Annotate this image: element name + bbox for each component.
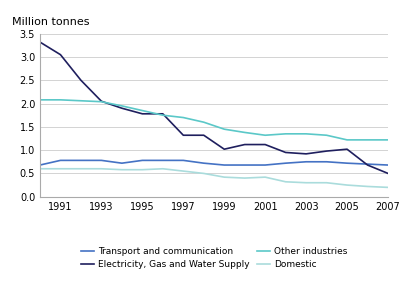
- Line: Domestic: Domestic: [40, 169, 388, 187]
- Electricity, Gas and Water Supply: [160, 112, 165, 115]
- Other industries: [345, 138, 350, 142]
- Domestic: [365, 185, 370, 188]
- Transport and communication: [140, 159, 145, 162]
- Transport and communication: [201, 162, 206, 165]
- Transport and communication: [263, 163, 268, 167]
- Electricity, Gas and Water Supply: [345, 148, 350, 151]
- Transport and communication: [242, 163, 247, 167]
- Domestic: [201, 172, 206, 175]
- Domestic: [181, 169, 186, 173]
- Domestic: [160, 167, 165, 171]
- Transport and communication: [222, 163, 227, 167]
- Electricity, Gas and Water Supply: [38, 40, 42, 44]
- Domestic: [304, 181, 308, 184]
- Electricity, Gas and Water Supply: [386, 172, 390, 175]
- Transport and communication: [345, 162, 350, 165]
- Domestic: [120, 168, 124, 171]
- Other industries: [222, 128, 227, 131]
- Other industries: [120, 104, 124, 108]
- Other industries: [58, 98, 63, 101]
- Domestic: [222, 175, 227, 179]
- Other industries: [38, 98, 42, 101]
- Domestic: [242, 176, 247, 180]
- Other industries: [283, 132, 288, 135]
- Other industries: [365, 138, 370, 142]
- Transport and communication: [58, 159, 63, 162]
- Electricity, Gas and Water Supply: [222, 148, 227, 151]
- Electricity, Gas and Water Supply: [58, 53, 63, 56]
- Electricity, Gas and Water Supply: [242, 143, 247, 146]
- Transport and communication: [38, 163, 42, 167]
- Line: Transport and communication: Transport and communication: [40, 160, 388, 165]
- Other industries: [78, 99, 83, 103]
- Electricity, Gas and Water Supply: [283, 151, 288, 154]
- Domestic: [345, 183, 350, 187]
- Other industries: [140, 109, 145, 112]
- Transport and communication: [283, 162, 288, 165]
- Other industries: [242, 131, 247, 134]
- Transport and communication: [181, 159, 186, 162]
- Domestic: [140, 168, 145, 171]
- Other industries: [201, 121, 206, 124]
- Transport and communication: [120, 162, 124, 165]
- Electricity, Gas and Water Supply: [201, 133, 206, 137]
- Other industries: [99, 100, 104, 103]
- Domestic: [38, 167, 42, 171]
- Domestic: [58, 167, 63, 171]
- Transport and communication: [324, 160, 329, 164]
- Transport and communication: [78, 159, 83, 162]
- Transport and communication: [386, 163, 390, 167]
- Electricity, Gas and Water Supply: [324, 149, 329, 153]
- Electricity, Gas and Water Supply: [140, 112, 145, 115]
- Electricity, Gas and Water Supply: [78, 79, 83, 82]
- Transport and communication: [365, 162, 370, 166]
- Other industries: [386, 138, 390, 142]
- Other industries: [181, 116, 186, 119]
- Electricity, Gas and Water Supply: [99, 99, 104, 103]
- Domestic: [386, 186, 390, 189]
- Electricity, Gas and Water Supply: [304, 152, 308, 156]
- Electricity, Gas and Water Supply: [181, 133, 186, 137]
- Domestic: [78, 167, 83, 171]
- Electricity, Gas and Water Supply: [365, 163, 370, 167]
- Electricity, Gas and Water Supply: [263, 143, 268, 146]
- Other industries: [324, 133, 329, 137]
- Line: Electricity, Gas and Water Supply: Electricity, Gas and Water Supply: [40, 42, 388, 173]
- Domestic: [263, 175, 268, 179]
- Other industries: [160, 114, 165, 117]
- Transport and communication: [304, 160, 308, 164]
- Domestic: [324, 181, 329, 184]
- Other industries: [304, 132, 308, 135]
- Domestic: [99, 167, 104, 171]
- Domestic: [283, 180, 288, 183]
- Text: Million tonnes: Million tonnes: [12, 17, 90, 27]
- Other industries: [263, 133, 268, 137]
- Transport and communication: [99, 159, 104, 162]
- Line: Other industries: Other industries: [40, 100, 388, 140]
- Transport and communication: [160, 159, 165, 162]
- Legend: Transport and communication, Electricity, Gas and Water Supply, Other industries: Transport and communication, Electricity…: [81, 247, 347, 269]
- Electricity, Gas and Water Supply: [120, 106, 124, 110]
